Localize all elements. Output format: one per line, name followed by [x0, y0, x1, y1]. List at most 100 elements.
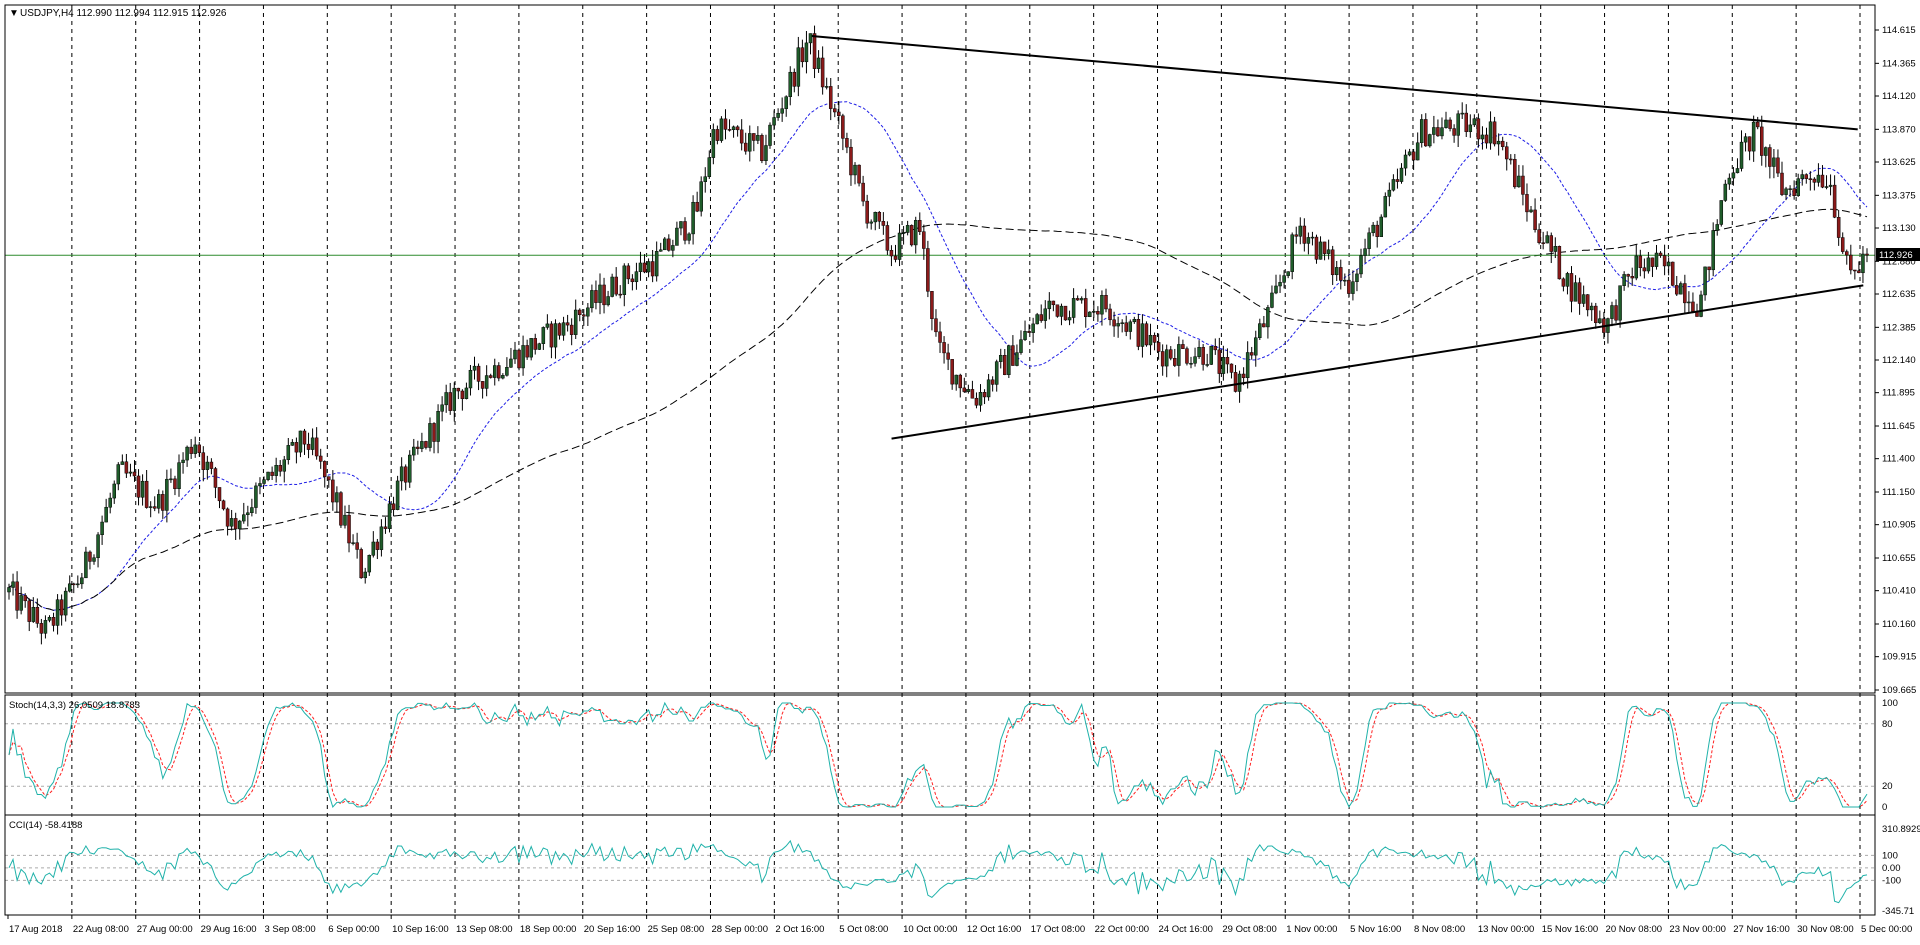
- candle: [1598, 310, 1602, 325]
- bull-candle-body: [157, 494, 161, 509]
- bull-candle-body: [363, 571, 367, 579]
- bear-candle-body: [1112, 319, 1116, 327]
- candle: [1205, 353, 1209, 368]
- candle: [820, 46, 825, 95]
- candle: [1828, 174, 1833, 196]
- candle: [650, 250, 655, 283]
- bull-candle-body: [379, 526, 384, 550]
- candle: [1326, 239, 1331, 260]
- bull-candle-body: [112, 483, 116, 499]
- bear-candle-body: [1136, 318, 1141, 347]
- candle: [193, 436, 197, 458]
- candle: [290, 439, 295, 446]
- bull-candle-body: [1351, 281, 1355, 294]
- bull-candle-body: [76, 583, 80, 586]
- bear-candle-body: [1213, 346, 1218, 351]
- trendlines[interactable]: [811, 35, 1864, 440]
- time-tick-label: 15 Nov 16:00: [1542, 924, 1599, 935]
- candle: [930, 290, 934, 331]
- candle: [1375, 220, 1379, 248]
- bear-candle-body: [642, 262, 647, 273]
- bull-candle-body: [1460, 112, 1464, 115]
- bear-candle-body: [1853, 269, 1857, 272]
- candle: [1298, 217, 1303, 245]
- bull-candle-body: [1784, 188, 1788, 195]
- bull-candle-body: [1298, 225, 1303, 237]
- bear-candle-body: [225, 508, 230, 527]
- bull-candle-body: [148, 506, 153, 508]
- candle: [966, 384, 971, 394]
- candle: [739, 119, 744, 151]
- candle: [355, 532, 359, 559]
- bull-candle-body: [954, 374, 958, 385]
- candle: [185, 445, 189, 467]
- candle: [1379, 214, 1383, 237]
- bull-candle-body: [1326, 249, 1331, 254]
- candle: [1618, 285, 1622, 328]
- bear-candle-body: [72, 583, 76, 586]
- candle: [901, 226, 906, 245]
- bear-candle-body: [403, 466, 408, 483]
- candle: [1270, 285, 1274, 309]
- cci-label: CCI(14) -58.4188: [9, 820, 82, 831]
- candle: [1079, 296, 1084, 304]
- upper-trendline[interactable]: [811, 35, 1858, 131]
- bear-candle-body: [820, 57, 825, 88]
- time-tick-label: 18 Sep 00:00: [520, 924, 577, 935]
- bull-candle-body: [1796, 178, 1800, 197]
- candle: [403, 464, 408, 491]
- candle: [529, 338, 533, 361]
- bull-candle-body: [1419, 119, 1424, 144]
- bull-candle-body: [622, 265, 627, 295]
- candle: [695, 191, 699, 213]
- candle: [537, 342, 542, 351]
- candle: [1152, 332, 1157, 351]
- bull-candle-body: [1355, 273, 1359, 282]
- bull-candle-body: [100, 521, 104, 536]
- candle: [804, 31, 809, 74]
- bull-candle-body: [1480, 134, 1485, 140]
- bull-candle-body: [169, 478, 173, 481]
- candle: [407, 450, 412, 488]
- candle: [687, 232, 691, 245]
- menu-triangle-icon[interactable]: ▼: [9, 8, 19, 19]
- bull-candle-body: [537, 343, 542, 350]
- bear-candle-body: [488, 375, 493, 378]
- candle: [1258, 318, 1262, 341]
- candle: [707, 150, 712, 179]
- bull-candle-body: [784, 96, 788, 109]
- bear-candle-body: [1626, 274, 1630, 277]
- bear-candle-body: [339, 492, 343, 526]
- bull-candle-body: [638, 262, 643, 272]
- candle: [1092, 300, 1096, 318]
- time-tick-label: 23 Nov 00:00: [1669, 924, 1726, 935]
- price-tick-label: 112.385: [1882, 322, 1916, 333]
- bull-candle-body: [703, 176, 707, 182]
- price-tag-bg: [1876, 248, 1920, 261]
- bear-candle-body: [1104, 295, 1108, 310]
- bull-candle-body: [1589, 305, 1594, 311]
- bull-candle-body: [493, 365, 497, 378]
- price-tick-label: 109.665: [1882, 685, 1916, 696]
- price-tick-label: 111.400: [1882, 454, 1915, 465]
- bear-candle-body: [1039, 314, 1043, 321]
- candle: [1278, 274, 1282, 293]
- time-tick-label: 28 Sep 00:00: [711, 924, 768, 935]
- bull-candle-body: [464, 387, 469, 399]
- bear-candle-body: [889, 250, 894, 257]
- candle: [1436, 119, 1440, 137]
- candle: [816, 50, 821, 73]
- lower-trendline[interactable]: [891, 284, 1864, 440]
- bear-candle-body: [1424, 119, 1428, 147]
- candle: [978, 384, 983, 412]
- candle: [452, 382, 457, 422]
- bull-candle-body: [1496, 140, 1501, 145]
- price-tick-label: 114.120: [1882, 91, 1916, 102]
- candle: [630, 274, 635, 291]
- candle: [1428, 133, 1432, 148]
- bull-candle-body: [509, 358, 513, 368]
- candle: [768, 122, 772, 149]
- bull-candle-body: [804, 42, 809, 63]
